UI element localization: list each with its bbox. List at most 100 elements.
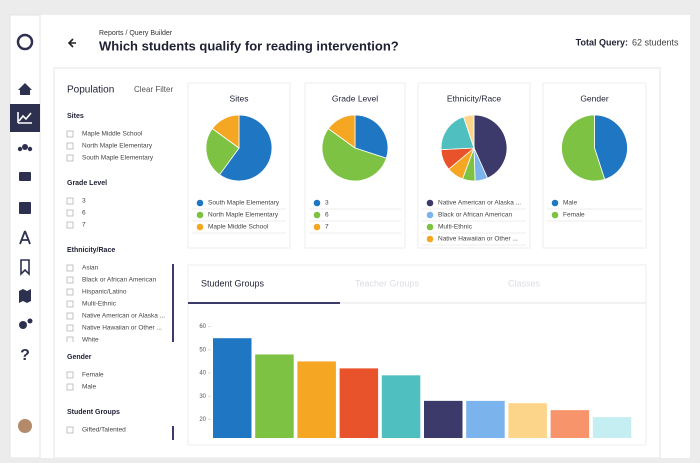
filter-option[interactable]: Maple Middle School	[82, 131, 143, 138]
legend-label: Native Hawaiian or Other ...	[438, 236, 518, 243]
bar[interactable]	[339, 368, 379, 438]
checkbox[interactable]	[66, 221, 74, 229]
legend-swatch	[196, 211, 204, 219]
filter-option[interactable]: Native American or Alaska ...	[82, 313, 165, 320]
legend-label: North Maple Elementary	[208, 212, 279, 219]
filter-option[interactable]: Female	[82, 372, 104, 379]
filter-option[interactable]: 6	[82, 210, 86, 217]
filter-option[interactable]: Gifted/Talented	[82, 427, 126, 434]
help-icon[interactable]: ?	[20, 347, 30, 364]
home-icon[interactable]	[18, 83, 32, 95]
legend-swatch	[196, 199, 204, 207]
pie-slice	[321, 128, 387, 182]
tab[interactable]: Student Groups	[201, 278, 265, 288]
filter-option[interactable]: Multi-Ethnic	[82, 301, 117, 308]
checkbox[interactable]	[66, 383, 74, 391]
y-tick-label: 60	[199, 324, 206, 330]
bar[interactable]	[550, 410, 590, 438]
legend-swatch	[426, 199, 434, 207]
filter-heading: Sites	[67, 113, 84, 120]
checkbox[interactable]	[66, 130, 74, 138]
tools-icon[interactable]	[19, 230, 31, 245]
legend: 3 6 7	[309, 199, 401, 234]
board-icon[interactable]	[19, 172, 31, 181]
checkbox[interactable]	[66, 264, 74, 272]
checkbox[interactable]	[66, 288, 74, 296]
filter-option[interactable]: White	[82, 337, 99, 344]
group-icon[interactable]	[22, 144, 28, 150]
bar[interactable]	[213, 338, 252, 438]
y-tick-label: 50	[199, 347, 206, 353]
bar[interactable]	[255, 354, 294, 438]
bar[interactable]	[297, 361, 336, 438]
y-tick-label: 20	[199, 417, 206, 423]
checkbox[interactable]	[66, 197, 74, 205]
tab[interactable]: Classes	[508, 278, 541, 288]
tab[interactable]: Teacher Groups	[355, 278, 420, 288]
scrollbar[interactable]	[172, 264, 174, 342]
y-tick-label: 40	[199, 371, 206, 377]
breadcrumb[interactable]: Reports / Query Builder	[99, 30, 173, 37]
bar[interactable]	[424, 400, 463, 438]
filter-option[interactable]: 7	[82, 222, 86, 229]
pie-title: Gender	[580, 93, 609, 103]
filter-list: Asian Black or African American Hispanic/L…	[66, 264, 165, 344]
clear-filter[interactable]: Clear Filter	[134, 85, 173, 94]
back-arrow[interactable]	[67, 38, 76, 48]
bookmark-icon[interactable]	[20, 259, 30, 276]
legend-swatch	[426, 223, 434, 231]
total-value: 62 students	[632, 37, 679, 47]
legend-label: South Maple Elementary	[208, 200, 280, 207]
map-icon[interactable]	[19, 289, 31, 303]
filter-option[interactable]: South Maple Elementary	[82, 155, 154, 162]
filter-option[interactable]: Native Hawaiian or Other ...	[82, 325, 162, 332]
legend-swatch	[551, 211, 559, 219]
legend-swatch	[551, 199, 559, 207]
checkbox[interactable]	[66, 312, 74, 320]
bar[interactable]	[381, 375, 421, 438]
filter-option[interactable]: Male	[82, 384, 96, 391]
checkbox[interactable]	[66, 142, 74, 150]
y-tick-label: 30	[199, 394, 206, 400]
pie-slice	[211, 114, 240, 149]
legend-swatch	[426, 211, 434, 219]
legend-swatch	[196, 223, 204, 231]
scrollbar[interactable]	[172, 426, 174, 440]
filter-option[interactable]: Hispanic/Latino	[82, 289, 127, 296]
filter-heading: Ethnicity/Race	[67, 247, 115, 254]
logo	[16, 33, 34, 51]
avatar[interactable]	[18, 419, 32, 433]
legend-swatch	[426, 235, 434, 243]
legend-label: 6	[325, 212, 329, 219]
checkbox[interactable]	[66, 276, 74, 284]
filter-option[interactable]: North Maple Elementary	[82, 143, 153, 150]
checkbox[interactable]	[66, 154, 74, 162]
legend-label: Maple Middle School	[208, 224, 269, 231]
checkbox[interactable]	[66, 300, 74, 308]
pie-slice	[594, 114, 628, 180]
filters-title: Population	[67, 85, 114, 96]
legend-swatch	[313, 223, 321, 231]
filter-heading: Grade Level	[67, 180, 107, 187]
bar[interactable]	[592, 417, 632, 438]
legend-label: Male	[563, 200, 577, 207]
checkbox[interactable]	[66, 336, 74, 343]
filter-heading: Gender	[67, 354, 92, 361]
checkbox[interactable]	[66, 209, 74, 217]
checkbox[interactable]	[66, 371, 74, 379]
legend: Native American or Alaska ... Black or Af…	[422, 199, 526, 246]
pie-title: Grade Level	[332, 93, 378, 103]
settings-icon[interactable]	[19, 321, 27, 329]
book-icon[interactable]	[19, 202, 31, 214]
filter-option[interactable]: Asian	[82, 265, 99, 272]
bar[interactable]	[466, 400, 505, 438]
legend-label: Multi-Ethnic	[438, 224, 473, 231]
filter-option[interactable]: Black or African American	[82, 277, 156, 284]
filter-option[interactable]: 3	[82, 198, 86, 205]
checkbox[interactable]	[66, 324, 74, 332]
bar[interactable]	[508, 403, 547, 438]
chart-icon	[17, 112, 32, 124]
pie-slice	[473, 114, 508, 179]
checkbox[interactable]	[66, 426, 74, 434]
total-label: Total Query:	[576, 37, 628, 47]
